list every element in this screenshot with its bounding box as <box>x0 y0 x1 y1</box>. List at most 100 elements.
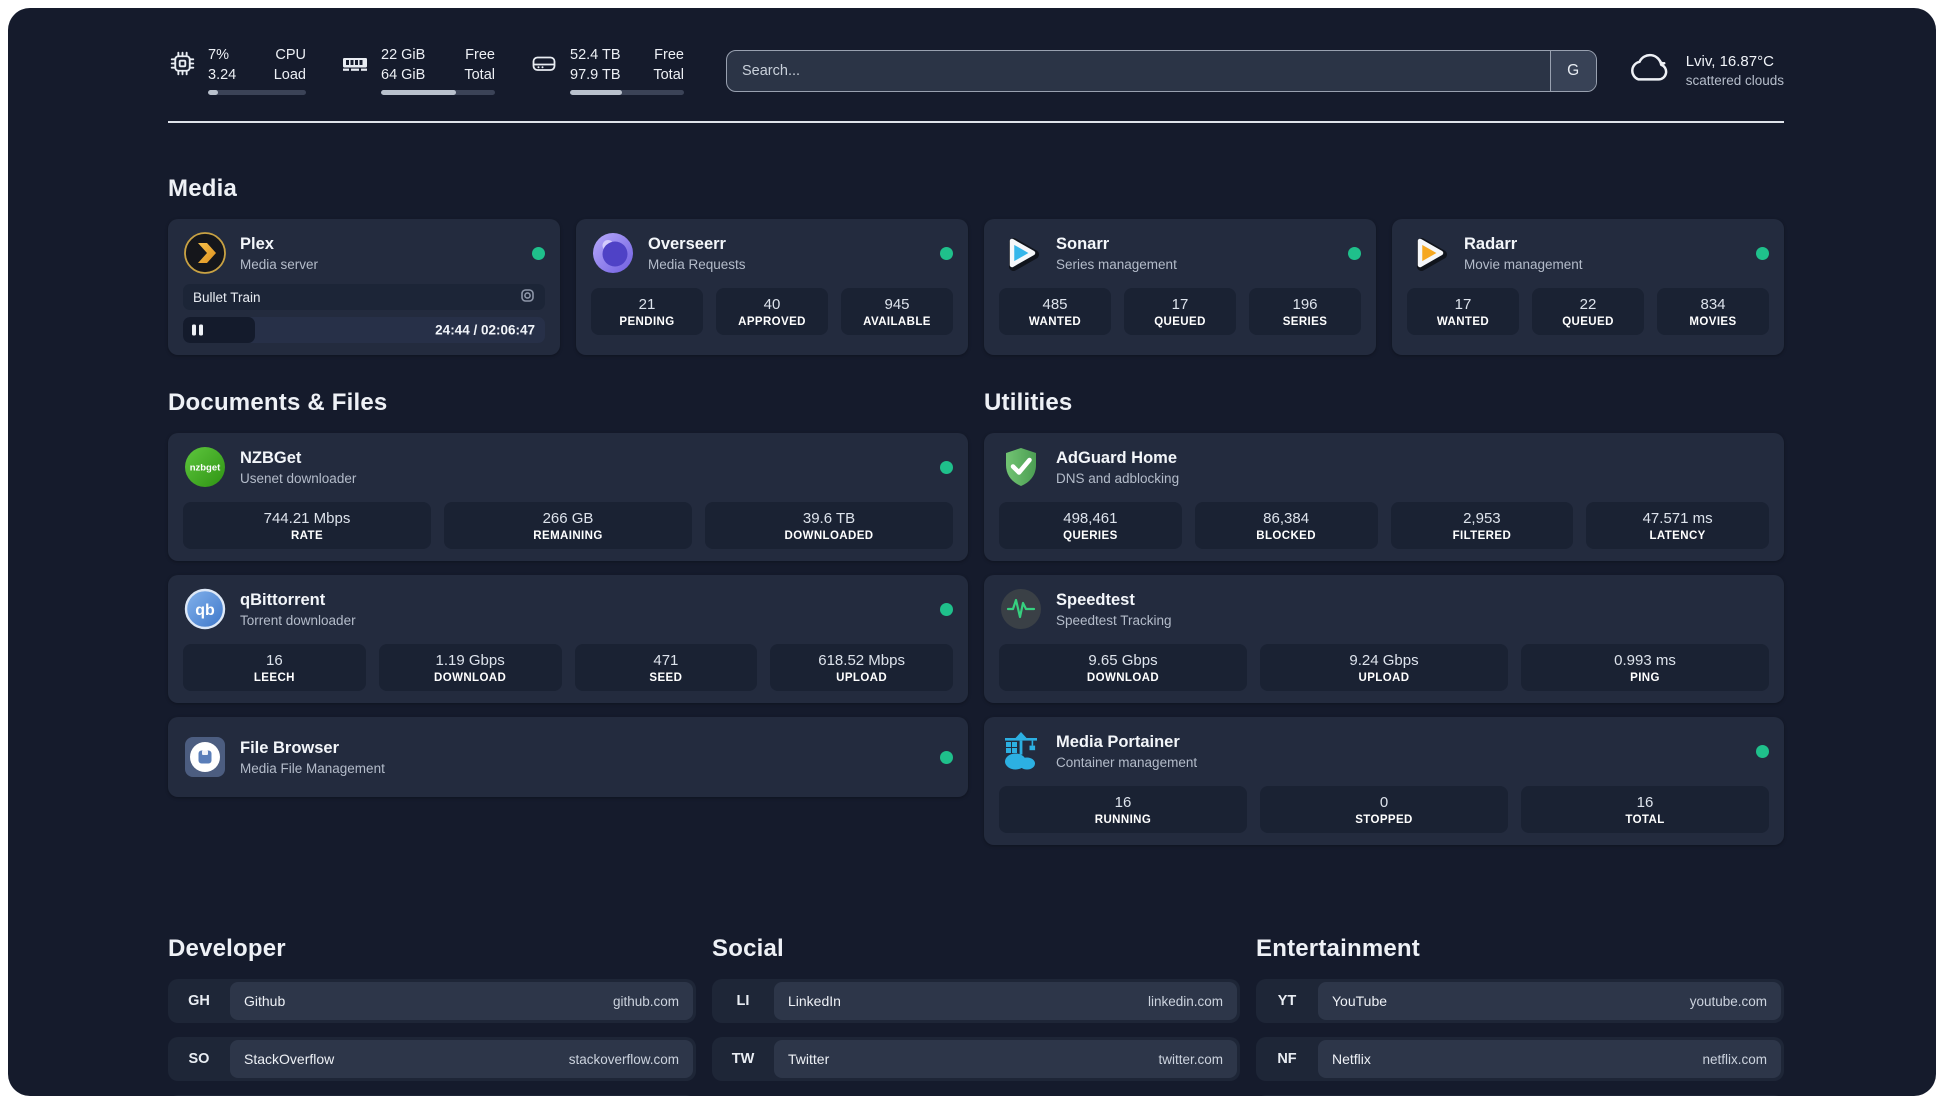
service-title: File Browser <box>240 738 340 757</box>
service-card-portainer[interactable]: Media Portainer Container management 16 R… <box>984 717 1784 846</box>
qbittorrent-icon: qb <box>183 587 227 631</box>
radarr-icon <box>1407 231 1451 275</box>
playback-progress-bar[interactable]: 24:44 / 02:06:47 <box>183 317 545 344</box>
service-title: Speedtest <box>1056 590 1135 609</box>
pause-icon[interactable] <box>192 324 203 336</box>
session-settings-icon[interactable] <box>520 288 535 306</box>
stat-movies: 834 MOVIES <box>1657 288 1769 336</box>
nzbget-icon: nzbget <box>183 445 227 489</box>
portainer-icon <box>999 729 1043 773</box>
service-subtitle: Media server <box>240 256 319 272</box>
service-card-sonarr[interactable]: Sonarr Series management 485 WANTED 17 QUE… <box>984 219 1376 356</box>
now-playing-title: Bullet Train <box>193 289 261 305</box>
service-title: Overseerr <box>648 234 726 253</box>
stat-seed: 471 SEED <box>574 644 758 692</box>
service-title: Sonarr <box>1056 234 1110 253</box>
bookmark-name: YouTube <box>1332 993 1388 1010</box>
speedtest-icon <box>999 587 1043 631</box>
bookmark-url: netflix.com <box>1702 1051 1767 1067</box>
bookmark-twitter[interactable]: TW Twitter twitter.com <box>712 1037 1240 1082</box>
service-title: NZBGet <box>240 448 302 467</box>
service-subtitle: DNS and adblocking <box>1056 470 1180 486</box>
service-card-overseerr[interactable]: Overseerr Media Requests 21 PENDING 40 APP… <box>576 219 968 356</box>
section-heading-utilities: Utilities <box>984 389 1073 417</box>
stat-approved: 40 APPROVED <box>716 288 828 336</box>
stat-wanted: 17 WANTED <box>1407 288 1519 336</box>
stat-ping: 0.993 ms PING <box>1521 644 1769 692</box>
disk-values: 52.4 TB 97.9 TB <box>570 47 621 83</box>
stat-latency: 47.571 ms LATENCY <box>1586 502 1769 550</box>
service-card-plex[interactable]: Plex Media server Bullet Train <box>168 219 560 356</box>
disk-progress-bar <box>570 90 684 96</box>
weather-widget[interactable]: Lviv, 16.87°C scattered clouds <box>1625 49 1784 92</box>
stat-pending: 21 PENDING <box>591 288 703 336</box>
status-dot <box>940 246 953 260</box>
adguard-icon <box>999 445 1043 489</box>
stat-remaining: 266 GB REMAINING <box>444 502 692 550</box>
service-card-speedtest[interactable]: Speedtest Speedtest Tracking 9.65 Gbps DO… <box>984 575 1784 704</box>
resource-widgets: 7% 3.24 CPU Load <box>168 46 684 96</box>
bookmark-abbr: SO <box>188 1051 210 1068</box>
bookmark-youtube[interactable]: YT YouTube youtube.com <box>1256 979 1784 1024</box>
search-provider-button[interactable]: G <box>1549 50 1596 91</box>
memory-progress-bar <box>381 90 495 96</box>
bookmark-abbr: NF <box>1277 1051 1297 1068</box>
stat-running: 16 RUNNING <box>999 786 1247 834</box>
stat-stopped: 0 STOPPED <box>1260 786 1508 834</box>
stat-queued: 17 QUEUED <box>1124 288 1236 336</box>
stat-upload: 9.24 Gbps UPLOAD <box>1260 644 1508 692</box>
resource-disk: 52.4 TB 97.9 TB Free Total <box>529 46 684 96</box>
bookmark-abbr: TW <box>731 1051 755 1068</box>
service-title: Radarr <box>1464 234 1518 253</box>
disk-labels: Free Total <box>653 47 684 83</box>
bookmark-url: twitter.com <box>1158 1051 1223 1067</box>
plex-icon <box>183 231 227 275</box>
search-bar: G <box>726 49 1597 92</box>
bookmark-name: Twitter <box>788 1051 830 1068</box>
service-card-qbittorrent[interactable]: qb qBittorrent Torrent downloader 16 LEEC… <box>168 575 968 704</box>
service-subtitle: Container management <box>1056 754 1198 770</box>
stat-queued: 22 QUEUED <box>1532 288 1644 336</box>
service-card-adguard[interactable]: AdGuard Home DNS and adblocking 498,461 Q… <box>984 433 1784 562</box>
bookmark-abbr: GH <box>188 993 210 1010</box>
service-subtitle: Torrent downloader <box>240 612 356 628</box>
bookmark-abbr: YT <box>1277 993 1297 1010</box>
section-heading-media: Media <box>168 175 238 203</box>
status-dot <box>532 246 545 260</box>
service-subtitle: Usenet downloader <box>240 470 357 486</box>
bookmark-url: linkedin.com <box>1147 993 1223 1009</box>
memory-labels: Free Total <box>464 47 495 83</box>
bookmark-url: github.com <box>612 993 679 1009</box>
stat-total: 16 TOTAL <box>1521 786 1769 834</box>
status-dot <box>1756 744 1769 758</box>
bookmark-reddit[interactable]: RE Redditreddit.com <box>1256 1095 1784 1096</box>
stat-filtered: 2,953 FILTERED <box>1390 502 1574 550</box>
bookmark-name: Netflix <box>1332 1051 1371 1068</box>
bookmark-stackoverflow[interactable]: SO StackOverflow stackoverflow.com <box>168 1037 696 1082</box>
bookmark-github[interactable]: GH Github github.com <box>168 979 696 1024</box>
stat-download: 9.65 Gbps DOWNLOAD <box>999 644 1247 692</box>
search-input[interactable] <box>727 50 1550 91</box>
svg-text:nzbget: nzbget <box>190 463 221 474</box>
bookmark-dev[interactable]: DT DEVdev.to <box>168 1095 696 1096</box>
stat-wanted: 485 WANTED <box>999 288 1111 336</box>
bookmark-name: Github <box>244 993 286 1010</box>
service-card-nzbget[interactable]: nzbget NZBGet Usenet downloader 744.21 M… <box>168 433 968 562</box>
dashboard: 7% 3.24 CPU Load <box>8 8 1936 1096</box>
bookmark-netflix[interactable]: NF Netflix netflix.com <box>1256 1037 1784 1082</box>
service-card-filebrowser[interactable]: File Browser Media File Management <box>168 717 968 798</box>
section-utilities: Utilities AdGuard Home <box>984 389 1784 846</box>
resource-memory: 22 GiB 64 GiB Free Total <box>340 46 495 96</box>
resource-cpu: 7% 3.24 CPU Load <box>168 46 306 96</box>
service-subtitle: Movie management <box>1464 256 1583 272</box>
service-subtitle: Media File Management <box>240 760 385 776</box>
service-card-radarr[interactable]: Radarr Movie management 17 WANTED 22 QUEUE… <box>1392 219 1784 356</box>
bookmark-linkedin[interactable]: LI LinkedIn linkedin.com <box>712 979 1240 1024</box>
section-heading-documents: Documents & Files <box>168 389 388 417</box>
section-heading-entertainment: Entertainment <box>1256 935 1420 963</box>
cloud-icon <box>1625 49 1673 92</box>
section-heading-developer: Developer <box>168 935 286 963</box>
weather-condition: scattered clouds <box>1685 73 1784 89</box>
bookmark-url: stackoverflow.com <box>568 1051 679 1067</box>
status-dot <box>1348 246 1361 260</box>
